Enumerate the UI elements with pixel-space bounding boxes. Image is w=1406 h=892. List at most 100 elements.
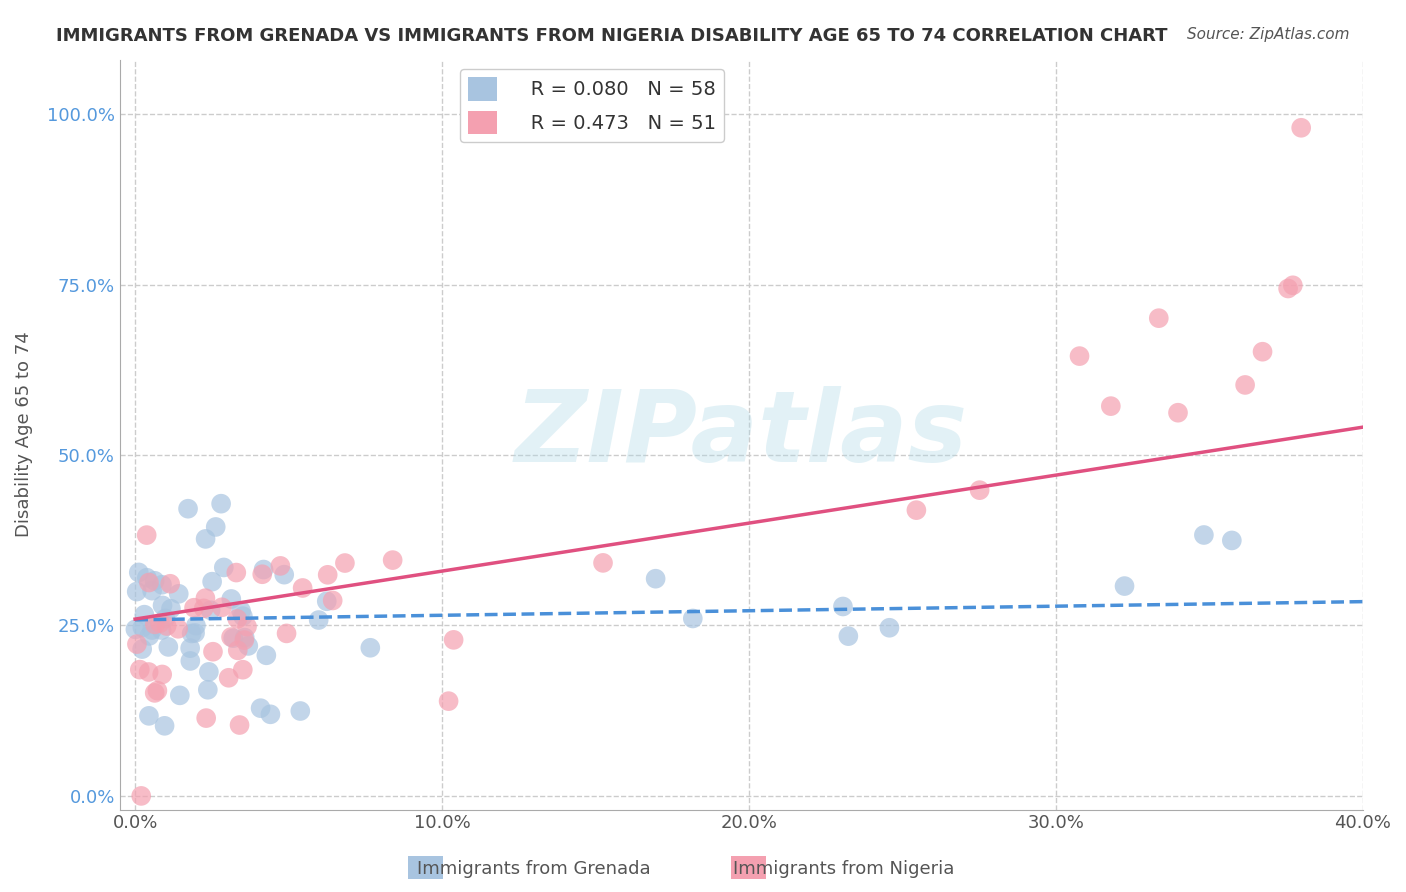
Immigrants from Grenada xyxy=(254,648,277,663)
Immigrants from Nigeria xyxy=(183,600,205,615)
Immigrants from Nigeria xyxy=(1282,278,1305,293)
Immigrants from Grenada xyxy=(155,611,177,625)
Immigrants from Nigeria xyxy=(159,576,181,591)
Immigrants from Grenada xyxy=(141,583,163,598)
Immigrants from Nigeria xyxy=(232,663,254,677)
Immigrants from Grenada xyxy=(179,654,201,668)
Immigrants from Nigeria xyxy=(322,593,344,607)
Immigrants from Nigeria xyxy=(138,575,160,590)
Immigrants from Nigeria xyxy=(252,567,274,582)
Immigrants from Nigeria xyxy=(226,612,249,626)
Immigrants from Nigeria xyxy=(149,616,172,631)
Immigrants from Grenada xyxy=(290,704,312,718)
Immigrants from Grenada xyxy=(308,613,330,627)
Immigrants from Grenada xyxy=(138,709,160,723)
Immigrants from Grenada xyxy=(134,607,156,622)
Immigrants from Nigeria xyxy=(146,683,169,698)
Immigrants from Nigeria xyxy=(236,619,259,633)
Immigrants from Grenada xyxy=(160,601,183,615)
Immigrants from Grenada xyxy=(359,640,381,655)
Immigrants from Nigeria xyxy=(437,694,460,708)
Immigrants from Grenada xyxy=(682,611,704,625)
Immigrants from Grenada xyxy=(194,532,217,546)
Immigrants from Nigeria xyxy=(592,556,614,570)
Immigrants from Nigeria xyxy=(1167,406,1189,420)
Immigrants from Grenada xyxy=(204,520,226,534)
Immigrants from Grenada xyxy=(1192,528,1215,542)
Immigrants from Nigeria xyxy=(269,558,291,573)
Immigrants from Nigeria xyxy=(291,581,314,595)
Immigrants from Nigeria xyxy=(226,643,249,657)
Immigrants from Nigeria xyxy=(219,630,242,644)
Immigrants from Nigeria xyxy=(129,789,152,803)
Immigrants from Grenada xyxy=(252,562,274,576)
Immigrants from Nigeria xyxy=(201,645,224,659)
Immigrants from Nigeria xyxy=(1251,344,1274,359)
Immigrants from Nigeria xyxy=(150,667,173,681)
Immigrants from Grenada xyxy=(138,629,160,643)
Immigrants from Nigeria xyxy=(1069,349,1091,363)
Immigrants from Grenada xyxy=(150,578,173,592)
Y-axis label: Disability Age 65 to 74: Disability Age 65 to 74 xyxy=(15,332,32,538)
Immigrants from Grenada xyxy=(273,567,295,582)
Immigrants from Grenada xyxy=(1220,533,1243,548)
Immigrants from Grenada xyxy=(141,623,163,637)
Immigrants from Grenada xyxy=(259,707,281,722)
Immigrants from Nigeria xyxy=(128,663,150,677)
Immigrants from Grenada xyxy=(200,603,222,617)
Immigrants from Grenada xyxy=(131,620,153,634)
Immigrants from Grenada xyxy=(238,639,260,653)
Immigrants from Grenada xyxy=(832,599,855,614)
Immigrants from Grenada xyxy=(837,629,859,643)
Immigrants from Grenada xyxy=(184,618,207,632)
Immigrants from Nigeria xyxy=(143,617,166,632)
Immigrants from Grenada xyxy=(222,631,245,645)
Immigrants from Nigeria xyxy=(195,711,218,725)
Immigrants from Nigeria xyxy=(1289,120,1312,135)
Immigrants from Nigeria xyxy=(381,553,404,567)
Immigrants from Nigeria xyxy=(194,591,217,606)
Immigrants from Grenada xyxy=(131,642,153,657)
Immigrants from Nigeria xyxy=(228,718,250,732)
Immigrants from Nigeria xyxy=(135,528,157,542)
Text: IMMIGRANTS FROM GRENADA VS IMMIGRANTS FROM NIGERIA DISABILITY AGE 65 TO 74 CORRE: IMMIGRANTS FROM GRENADA VS IMMIGRANTS FR… xyxy=(56,27,1168,45)
Legend:    R = 0.080   N = 58,    R = 0.473   N = 51: R = 0.080 N = 58, R = 0.473 N = 51 xyxy=(460,70,724,142)
Immigrants from Grenada xyxy=(201,574,224,589)
Immigrants from Grenada xyxy=(184,626,207,640)
Immigrants from Nigeria xyxy=(167,622,190,636)
Immigrants from Grenada xyxy=(124,623,146,637)
Immigrants from Grenada xyxy=(152,599,174,613)
Immigrants from Grenada xyxy=(128,566,150,580)
Immigrants from Grenada xyxy=(180,626,202,640)
Immigrants from Grenada xyxy=(150,623,173,637)
Immigrants from Nigeria xyxy=(333,556,356,570)
Immigrants from Nigeria xyxy=(1234,378,1257,392)
Text: ZIPatlas: ZIPatlas xyxy=(515,386,967,483)
Immigrants from Nigeria xyxy=(143,686,166,700)
Immigrants from Grenada xyxy=(179,641,201,656)
Immigrants from Grenada xyxy=(197,682,219,697)
Immigrants from Grenada xyxy=(153,719,176,733)
Immigrants from Grenada xyxy=(644,572,666,586)
Immigrants from Nigeria xyxy=(225,566,247,580)
Immigrants from Grenada xyxy=(177,501,200,516)
Immigrants from Nigeria xyxy=(218,671,240,685)
Immigrants from Grenada xyxy=(157,640,180,654)
Immigrants from Nigeria xyxy=(138,665,160,679)
Immigrants from Grenada xyxy=(167,587,190,601)
Immigrants from Grenada xyxy=(879,621,901,635)
Immigrants from Grenada xyxy=(198,665,221,679)
Text: Immigrants from Grenada: Immigrants from Grenada xyxy=(418,860,651,878)
Immigrants from Nigeria xyxy=(316,567,339,582)
Immigrants from Nigeria xyxy=(233,633,256,648)
Immigrants from Grenada xyxy=(1114,579,1136,593)
Immigrants from Nigeria xyxy=(1277,281,1299,295)
Immigrants from Grenada xyxy=(143,574,166,588)
Immigrants from Grenada xyxy=(229,604,252,618)
Immigrants from Grenada xyxy=(232,609,254,624)
Text: Source: ZipAtlas.com: Source: ZipAtlas.com xyxy=(1187,27,1350,42)
Text: Immigrants from Nigeria: Immigrants from Nigeria xyxy=(733,860,955,878)
Immigrants from Grenada xyxy=(219,591,242,606)
Immigrants from Grenada xyxy=(315,594,337,608)
Immigrants from Grenada xyxy=(212,560,235,574)
